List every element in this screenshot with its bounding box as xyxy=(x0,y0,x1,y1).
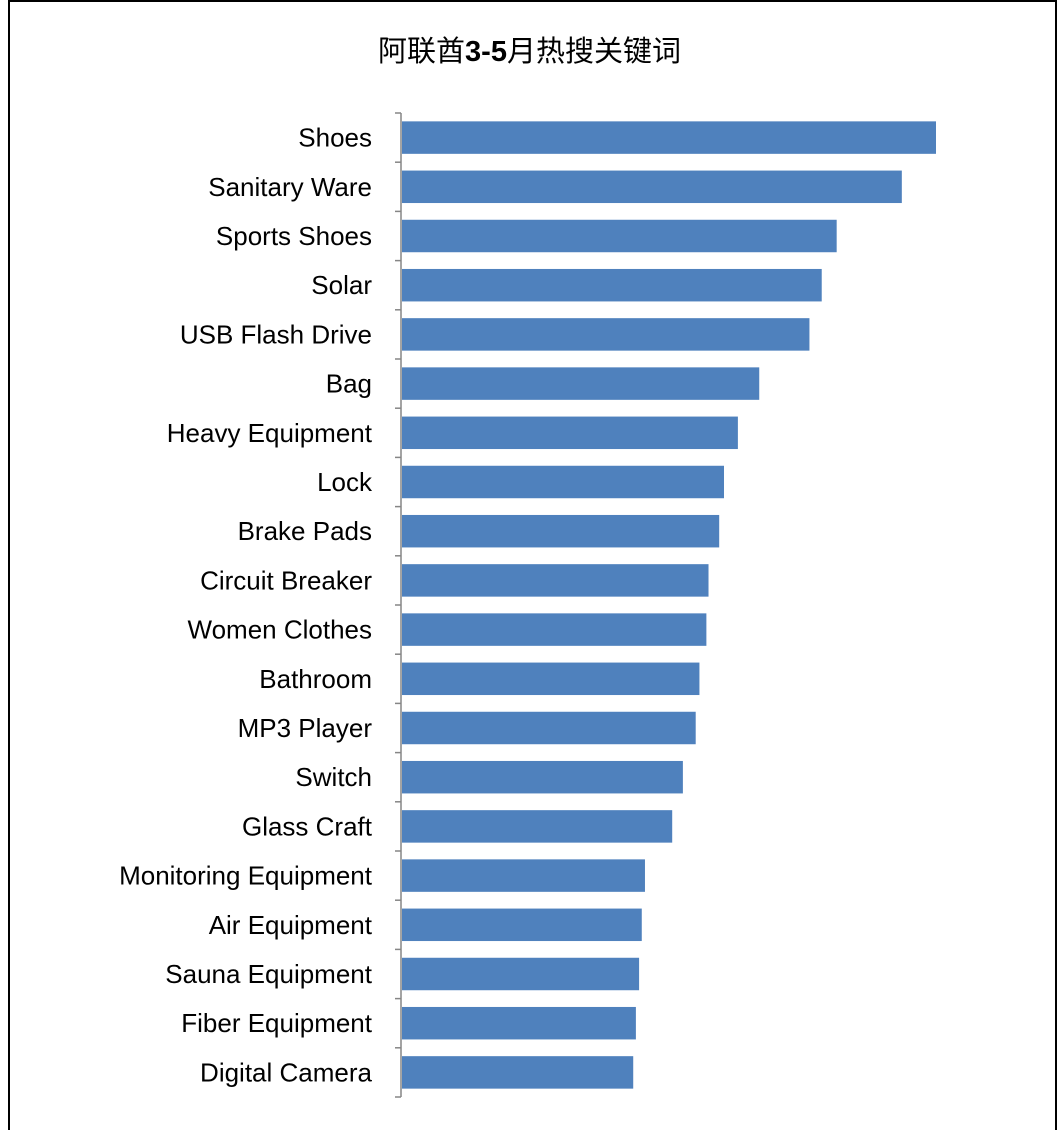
bar-air-equipment xyxy=(402,908,642,942)
bar-mp3-player xyxy=(402,711,696,745)
chart-title-part-2: 3-5 xyxy=(465,36,507,68)
category-label: Bag xyxy=(326,369,372,399)
chart-title-part-1: 阿联酋 xyxy=(378,34,466,68)
category-label: USB Flash Drive xyxy=(180,319,372,349)
category-label: Lock xyxy=(317,467,373,497)
bar-digital-camera xyxy=(402,1056,634,1089)
bar-bag xyxy=(402,367,760,400)
bar-sauna-equipment xyxy=(402,957,640,991)
chart-frame xyxy=(8,0,1057,1130)
bar-brake-pads xyxy=(402,514,720,548)
category-label: Solar xyxy=(311,270,372,300)
bar-shoes xyxy=(402,121,936,154)
chart-title-part-3: 月热搜关键词 xyxy=(506,34,681,68)
bar-usb-flash-drive xyxy=(402,318,810,351)
category-label: Sauna Equipment xyxy=(165,959,372,989)
category-label: MP3 Player xyxy=(238,713,373,743)
bar-sports-shoes xyxy=(402,219,837,253)
bar-solar xyxy=(402,268,822,302)
bar-women-clothes xyxy=(402,613,707,646)
category-label: Bathroom xyxy=(259,664,372,694)
category-label: Heavy Equipment xyxy=(167,418,373,448)
bar-fiber-equipment xyxy=(402,1006,636,1040)
bar-sanitary-ware xyxy=(402,170,902,204)
category-label: Digital Camera xyxy=(200,1057,372,1087)
bar-circuit-breaker xyxy=(402,564,709,597)
category-label: Sports Shoes xyxy=(216,221,372,251)
chart-title: 阿联酋3-5月热搜关键词 xyxy=(0,28,1059,70)
category-label: Monitoring Equipment xyxy=(119,861,373,891)
category-label: Fiber Equipment xyxy=(181,1008,373,1038)
category-label: Sanitary Ware xyxy=(208,172,372,202)
category-label: Brake Pads xyxy=(238,516,372,546)
bar-heavy-equipment xyxy=(402,416,738,450)
bar-bathroom xyxy=(402,662,700,696)
category-label: Switch xyxy=(295,762,372,792)
bar-switch xyxy=(402,760,683,794)
category-label: Women Clothes xyxy=(188,615,373,645)
bar-lock xyxy=(402,465,725,499)
category-label: Glass Craft xyxy=(242,811,373,841)
category-label: Circuit Breaker xyxy=(200,565,372,595)
bar-monitoring-equipment xyxy=(402,859,645,892)
bar-glass-craft xyxy=(402,810,673,843)
category-label: Air Equipment xyxy=(209,910,373,940)
category-label: Shoes xyxy=(298,123,372,153)
